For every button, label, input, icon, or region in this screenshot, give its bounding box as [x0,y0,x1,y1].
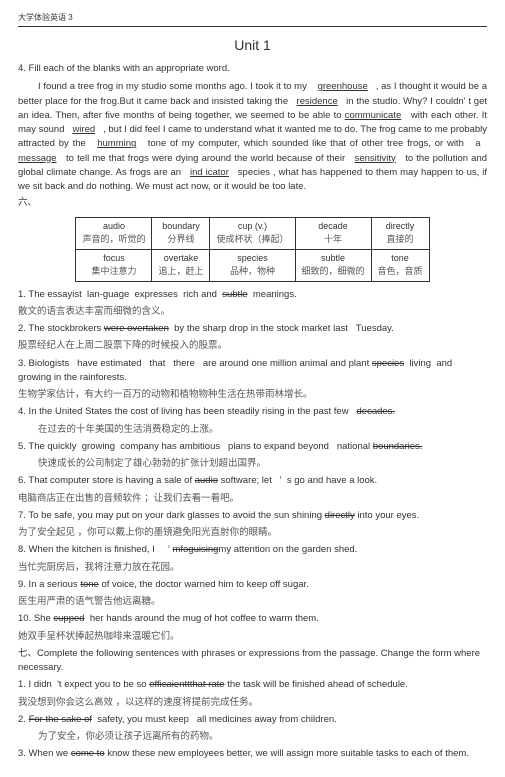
question-1: 1. The essayist lan-guage expresses rich… [18,288,487,302]
text: in the studio. Why? I couldn [346,96,464,107]
table-cell: species品种，物种 [210,249,295,281]
vocabulary-table: audio声音的，听觉的 boundary分界线 cup (v.)使成杯状（捧起… [75,217,429,282]
blank-2: residence [297,96,338,107]
sentence-1-cn: 我没想到你会这么高效 ，以这样的速度将提前完成任务。 [18,696,487,710]
table-cell: decade十年 [295,217,371,249]
question-6: 6. That computer store is having a sale … [18,474,487,488]
blank-8: ind icator [190,167,229,178]
section-six: 六、 [18,196,487,210]
blank-7: sensitivity [355,153,396,164]
section-seven: 七、Complete the following sentences with … [18,647,487,676]
table-cell: focus集中注意力 [76,249,152,281]
text: I found a tree frog in my studio some mo… [38,81,307,92]
text: tone of my computer, which sounded like … [148,138,464,149]
question-10-cn: 她双手呈杯状捧起热咖啡来温暖它们。 [18,630,487,644]
question-8-cn: 当忙完厨房后，我将注意力放在花园。 [18,561,487,575]
question-10: 10. She cupped her hands around the mug … [18,612,487,626]
question-1-cn: 散文的语言表达丰富而细微的含义。 [18,305,487,319]
table-cell: cup (v.)使成杯状（捧起） [210,217,295,249]
sentence-3: 3. When we come to know these new employ… [18,747,487,761]
question-2-cn: 股票经纪人在上周二股票下降的时候投入的股票。 [18,339,487,353]
table-cell: tone音色，音质 [371,249,429,281]
question-4: 4. In the United States the cost of livi… [18,405,487,419]
apostrophe: ' [464,96,466,107]
section-4-title: 4. Fill each of the blanks with an appro… [18,62,487,76]
table-cell: overtake追上，赶上 [152,249,210,281]
blank-4: wired [72,124,95,135]
question-7-cn: 为了安全起见 ，你可以戴上你的墨镜避免阳光直射你的眼睛。 [18,526,487,540]
page-header: 大学体验英语 3 [18,12,487,27]
text: to tell me that frogs were dying around … [66,153,345,164]
fill-paragraph: I found a tree frog in my studio some mo… [18,80,487,194]
question-5-cn: 快速成长的公司制定了雄心勃勃的扩张计划超出国界。 [18,457,487,471]
question-6-cn: 电脑商店正在出售的音频软件 ；让我们去看一看吧。 [18,492,487,506]
blank-3: communicate [345,110,402,121]
question-7: 7. To be safe, you may put on your dark … [18,509,487,523]
question-9: 9. In a serious tone of voice, the docto… [18,578,487,592]
question-2: 2. The stockbrokers were overtaken by th… [18,322,487,336]
question-8: 8. When the kitchen is finished, I ' mfo… [18,543,487,557]
question-4-cn: 在过去的十年美国的生活消费稳定的上涨。 [18,423,487,437]
sentence-1: 1. I didn 't expect you to be so efficai… [18,678,487,692]
question-3-cn: 生物学家估计，有大约一百万的动物和植物物种生活在热带雨林增长。 [18,388,487,402]
sentence-2-cn: 为了安全，你必须让孩子远离所有的药物。 [18,730,487,744]
blank-6: message [18,153,57,164]
table-cell: directly直接的 [371,217,429,249]
table-cell: subtle细致的，细微的 [295,249,371,281]
table-cell: boundary分界线 [152,217,210,249]
table-cell: audio声音的，听觉的 [76,217,152,249]
question-9-cn: 医生用严肃的语气警告他远离糖。 [18,595,487,609]
sentence-2: 2. For the sake of safety, you must keep… [18,713,487,727]
question-3: 3. Biologists have estimated that there … [18,357,487,386]
blank-1: greenhouse [318,81,368,92]
text: a [475,138,480,149]
question-5: 5. The quickly growing company has ambit… [18,440,487,454]
unit-title: Unit 1 [18,35,487,56]
blank-5: humming [97,138,136,149]
